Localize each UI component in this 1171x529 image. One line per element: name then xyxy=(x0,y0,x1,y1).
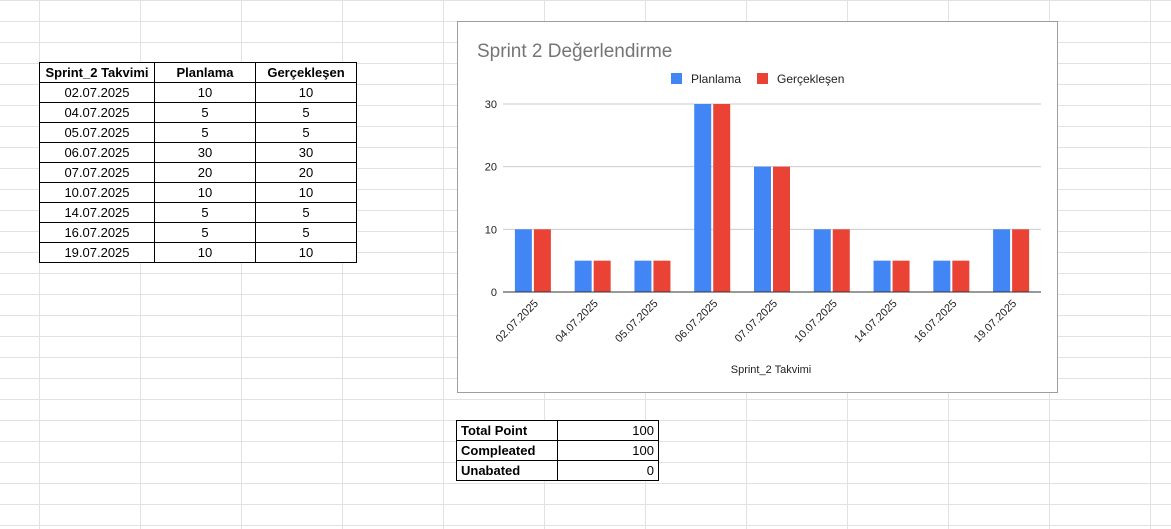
unabated-label[interactable]: Unabated xyxy=(456,460,558,481)
x-axis-title: Sprint_2 Takvimi xyxy=(731,364,812,376)
bar-gerceklesen[interactable] xyxy=(533,229,551,292)
table-row: 05.07.2025 5 5 xyxy=(39,122,357,143)
bar-planlama[interactable] xyxy=(514,229,532,292)
table-row: 14.07.2025 5 5 xyxy=(39,202,357,223)
planlama-cell[interactable]: 10 xyxy=(154,82,256,103)
date-cell[interactable]: 05.07.2025 xyxy=(39,122,155,143)
planlama-cell[interactable]: 5 xyxy=(154,122,256,143)
table-row: 02.07.2025 10 10 xyxy=(39,82,357,103)
chart-svg: Sprint 2 Değerlendirme Planlama Gerçekle… xyxy=(477,41,1041,376)
table-row: 10.07.2025 10 10 xyxy=(39,182,357,203)
header-cell-date[interactable]: Sprint_2 Takvimi xyxy=(39,62,155,83)
summary-table: Total Point 100 Compleated 100 Unabated … xyxy=(456,420,659,481)
table-row: 16.07.2025 5 5 xyxy=(39,222,357,243)
total-point-label[interactable]: Total Point xyxy=(456,420,558,441)
bar-planlama[interactable] xyxy=(694,104,712,292)
table-row: 06.07.2025 30 30 xyxy=(39,142,357,163)
total-point-value[interactable]: 100 xyxy=(557,420,659,441)
sprint-table: Sprint_2 Takvimi Planlama Gerçekleşen 02… xyxy=(39,62,357,263)
legend-swatch-gerceklesen xyxy=(757,73,768,84)
bar-gerceklesen[interactable] xyxy=(593,260,611,292)
y-tick-label: 30 xyxy=(485,99,497,111)
table-row: 04.07.2025 5 5 xyxy=(39,102,357,123)
date-cell[interactable]: 19.07.2025 xyxy=(39,242,155,263)
planlama-cell[interactable]: 20 xyxy=(154,162,256,183)
bar-planlama[interactable] xyxy=(813,229,831,292)
x-tick-label: 04.07.2025 xyxy=(553,298,600,345)
planlama-cell[interactable]: 10 xyxy=(154,242,256,263)
bar-planlama[interactable] xyxy=(754,166,771,292)
planlama-cell[interactable]: 5 xyxy=(154,102,256,123)
summary-row-unabated: Unabated 0 xyxy=(456,460,659,481)
x-tick-label: 19.07.2025 xyxy=(972,298,1019,345)
summary-row-total: Total Point 100 xyxy=(456,420,659,441)
planlama-cell[interactable]: 5 xyxy=(154,222,256,243)
planlama-cell[interactable]: 10 xyxy=(154,182,256,203)
bar-gerceklesen[interactable] xyxy=(1012,229,1030,292)
date-cell[interactable]: 02.07.2025 xyxy=(39,82,155,103)
bar-gerceklesen[interactable] xyxy=(832,229,850,292)
gerceklesen-cell[interactable]: 10 xyxy=(255,242,357,263)
gerceklesen-cell[interactable]: 10 xyxy=(255,82,357,103)
x-tick-label: 06.07.2025 xyxy=(673,298,720,345)
date-cell[interactable]: 04.07.2025 xyxy=(39,102,155,123)
legend-swatch-planlama xyxy=(671,73,682,84)
y-tick-label: 20 xyxy=(485,162,497,174)
x-tick-label: 02.07.2025 xyxy=(494,298,541,345)
chart-legend: Planlama Gerçekleşen xyxy=(671,72,844,86)
gerceklesen-cell[interactable]: 20 xyxy=(255,162,357,183)
bar-gerceklesen[interactable] xyxy=(653,260,671,292)
bar-gerceklesen[interactable] xyxy=(952,260,970,292)
gerceklesen-cell[interactable]: 30 xyxy=(255,142,357,163)
gerceklesen-cell[interactable]: 5 xyxy=(255,122,357,143)
legend-label-planlama: Planlama xyxy=(691,72,741,86)
date-cell[interactable]: 10.07.2025 xyxy=(39,182,155,203)
bar-planlama[interactable] xyxy=(993,229,1011,292)
legend-label-gerceklesen: Gerçekleşen xyxy=(777,72,844,86)
bar-planlama[interactable] xyxy=(634,260,652,292)
header-cell-gerceklesen[interactable]: Gerçekleşen xyxy=(255,62,357,83)
x-tick-label: 07.07.2025 xyxy=(733,298,780,345)
x-tick-label: 10.07.2025 xyxy=(792,298,839,345)
y-tick-label: 0 xyxy=(491,287,497,299)
sprint-table-header-row: Sprint_2 Takvimi Planlama Gerçekleşen xyxy=(39,62,357,83)
date-cell[interactable]: 07.07.2025 xyxy=(39,162,155,183)
completed-label[interactable]: Compleated xyxy=(456,440,558,461)
sprint-chart[interactable]: Sprint 2 Değerlendirme Planlama Gerçekle… xyxy=(457,21,1058,393)
table-row: 07.07.2025 20 20 xyxy=(39,162,357,183)
chart-title: Sprint 2 Değerlendirme xyxy=(477,41,672,62)
bar-planlama[interactable] xyxy=(873,260,891,292)
x-tick-label: 14.07.2025 xyxy=(852,298,899,345)
planlama-cell[interactable]: 5 xyxy=(154,202,256,223)
completed-value[interactable]: 100 xyxy=(557,440,659,461)
x-tick-label: 16.07.2025 xyxy=(912,298,959,345)
gerceklesen-cell[interactable]: 5 xyxy=(255,102,357,123)
unabated-value[interactable]: 0 xyxy=(557,460,659,481)
bar-planlama[interactable] xyxy=(933,260,951,292)
summary-row-completed: Compleated 100 xyxy=(456,440,659,461)
table-row: 19.07.2025 10 10 xyxy=(39,242,357,263)
date-cell[interactable]: 16.07.2025 xyxy=(39,222,155,243)
header-cell-planlama[interactable]: Planlama xyxy=(154,62,256,83)
bar-planlama[interactable] xyxy=(574,260,592,292)
gerceklesen-cell[interactable]: 10 xyxy=(255,182,357,203)
bar-gerceklesen[interactable] xyxy=(892,260,910,292)
y-tick-label: 10 xyxy=(485,224,497,236)
date-cell[interactable]: 06.07.2025 xyxy=(39,142,155,163)
date-cell[interactable]: 14.07.2025 xyxy=(39,202,155,223)
gerceklesen-cell[interactable]: 5 xyxy=(255,202,357,223)
planlama-cell[interactable]: 30 xyxy=(154,142,256,163)
gerceklesen-cell[interactable]: 5 xyxy=(255,222,357,243)
bar-gerceklesen[interactable] xyxy=(713,104,731,292)
bar-gerceklesen[interactable] xyxy=(773,166,790,292)
x-tick-label: 05.07.2025 xyxy=(613,298,660,345)
